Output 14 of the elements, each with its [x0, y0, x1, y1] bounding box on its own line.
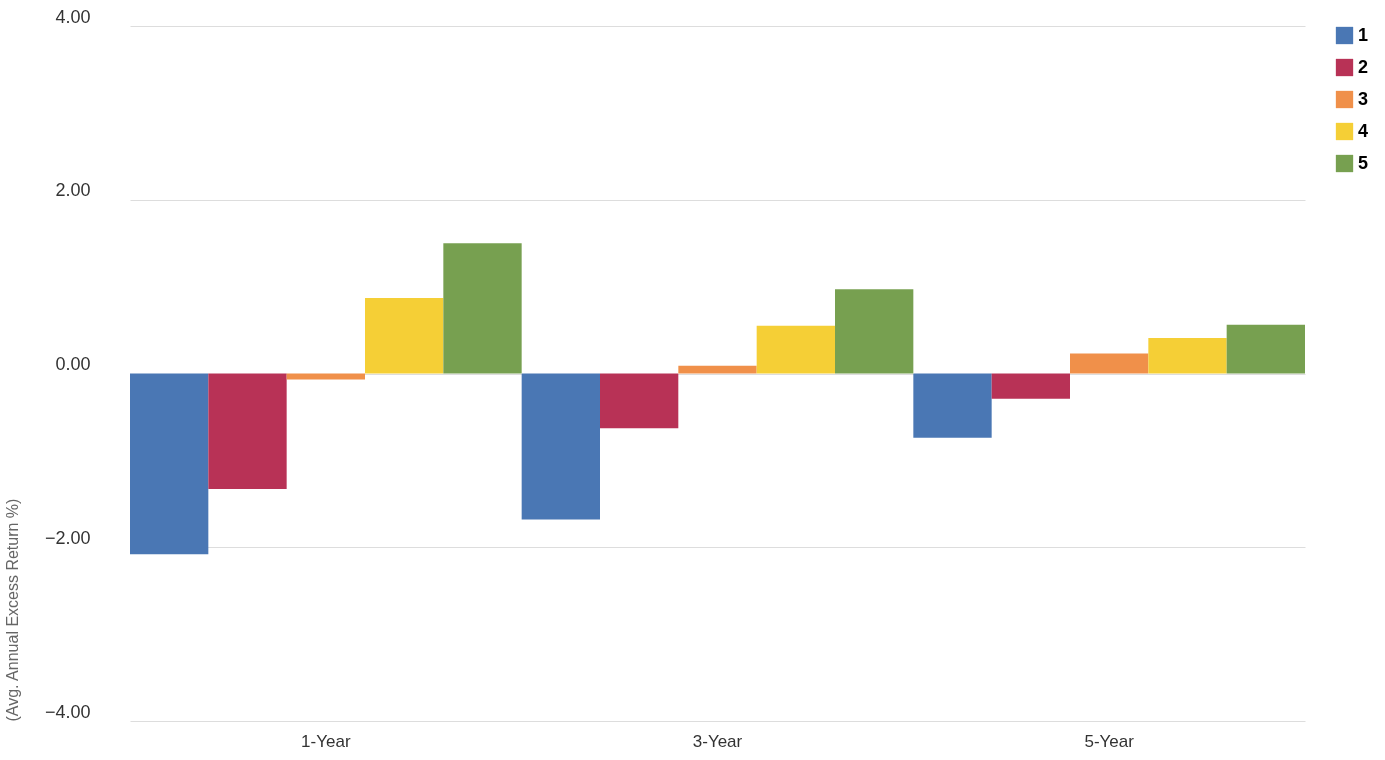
y-axis-title: (Avg. Annual Excess Return %) — [3, 498, 21, 722]
y-tick-label: 0.00 — [55, 354, 91, 374]
x-tick-label: 5-Year — [1084, 731, 1135, 751]
x-tick-label: 1-Year — [301, 731, 351, 751]
legend-label: 4 — [1358, 120, 1369, 141]
x-tick-label: 3-Year — [692, 731, 743, 751]
legend-label: 3 — [1358, 88, 1369, 109]
y-tick-label: 4.00 — [55, 6, 91, 27]
legend-label: 5 — [1358, 152, 1369, 173]
y-tick-label: −2.00 — [44, 527, 91, 548]
legend-label: 2 — [1358, 56, 1369, 77]
legend-label: 1 — [1358, 24, 1369, 45]
y-tick-label: −4.00 — [44, 701, 91, 722]
y-tick-label: 2.00 — [55, 180, 91, 201]
